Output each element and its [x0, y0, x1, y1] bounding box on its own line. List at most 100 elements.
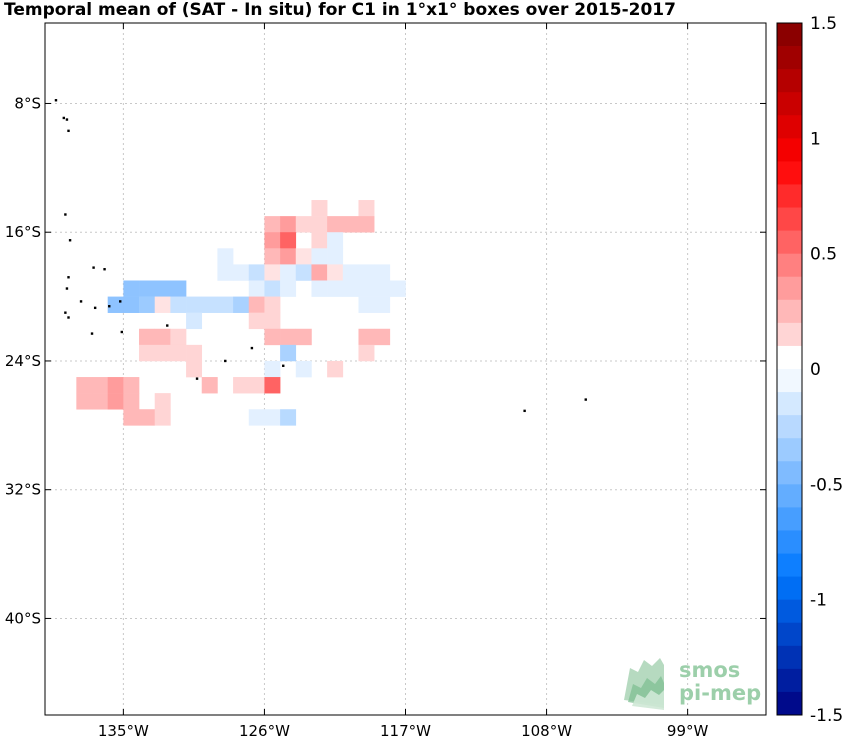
y-tick-label: 8°S — [14, 94, 41, 112]
heatmap-cell — [170, 280, 187, 297]
smos-pi-mep-logo: smos pi-mep — [624, 658, 761, 710]
island-speck — [120, 330, 124, 334]
colorbar-segment — [777, 92, 802, 116]
y-tick-label: 16°S — [5, 223, 41, 241]
island-speck — [195, 377, 199, 380]
island-specks — [54, 99, 587, 413]
logo-line2: pi-mep — [679, 681, 761, 705]
heatmap-cell — [264, 377, 281, 394]
heatmap-cell — [374, 264, 391, 281]
island-speck — [92, 266, 95, 269]
heatmap-cell — [327, 216, 344, 233]
heatmap-cell — [311, 216, 328, 233]
colorbar-segment — [777, 668, 802, 693]
colorbar-segment — [777, 23, 802, 47]
heatmap-cell — [201, 296, 218, 313]
heatmap-cell — [107, 393, 124, 410]
heatmap-cell — [201, 377, 218, 394]
chart-title: Temporal mean of (SAT - In situ) for C1 … — [4, 0, 676, 20]
x-tick-label: 99°W — [667, 722, 709, 740]
colorbar-segment — [777, 530, 802, 554]
island-speck — [90, 332, 94, 335]
heatmap-cell — [233, 377, 250, 394]
heatmap-cell — [280, 328, 297, 346]
colorbar-segment — [777, 461, 802, 485]
heatmap-cell — [374, 296, 391, 313]
heatmap-cell — [123, 409, 140, 426]
heatmap-cell — [295, 216, 312, 233]
colorbar-segment — [777, 207, 802, 231]
heatmap-cell — [170, 344, 187, 362]
colorbar-segment — [777, 115, 802, 139]
heatmap-cell — [280, 232, 297, 249]
colorbar-segment — [777, 507, 802, 531]
island-speck — [282, 364, 285, 367]
logo-graphic-icon — [624, 658, 664, 710]
heatmap-cell — [358, 344, 375, 362]
heatmap-cell — [154, 296, 171, 313]
heatmap-cell — [264, 328, 281, 346]
heatmap-cell — [327, 360, 344, 378]
heatmap-cell — [186, 296, 203, 313]
heatmap-cells — [76, 200, 406, 426]
heatmap-cell — [123, 296, 140, 313]
x-axis-ticks: 135°W 126°W 117°W 108°W 99°W — [98, 23, 709, 740]
island-speck — [67, 316, 70, 319]
colorbar-segment — [777, 69, 802, 93]
heatmap-cell — [107, 377, 124, 394]
island-speck — [54, 99, 58, 102]
x-tick-label: 126°W — [239, 722, 290, 740]
colorbar-segment — [777, 392, 802, 416]
colorbar: 1.5 1 0.5 0 -0.5 -1 -1.5 — [776, 14, 843, 726]
heatmap-cell — [327, 248, 344, 265]
x-tick-label: 108°W — [521, 722, 572, 740]
heatmap-cell — [280, 280, 297, 297]
heatmap-cell — [139, 280, 156, 297]
heatmap-cell — [311, 280, 328, 297]
heatmap-cell — [186, 360, 203, 378]
heatmap-cell — [358, 280, 375, 297]
heatmap-cell — [280, 216, 297, 233]
heatmap-cell — [264, 232, 281, 249]
island-speck — [65, 287, 69, 290]
heatmap-cell — [374, 280, 391, 297]
island-speck — [79, 300, 83, 303]
colorbar-segment — [777, 299, 802, 324]
heatmap-cell — [264, 312, 281, 330]
heatmap-cell — [248, 296, 265, 313]
heatmap-cell — [264, 248, 281, 265]
heatmap-cell — [280, 344, 297, 362]
colorbar-segment — [777, 138, 802, 162]
heatmap-cell — [123, 377, 140, 394]
heatmap-cell — [248, 264, 265, 281]
island-speck — [108, 305, 111, 308]
heatmap-cell — [217, 248, 234, 265]
colorbar-segment — [777, 276, 802, 301]
y-tick-label: 32°S — [5, 481, 41, 499]
island-speck — [250, 346, 254, 350]
heatmap-cell — [264, 296, 281, 313]
heatmap-cell — [342, 216, 359, 233]
island-speck — [62, 116, 66, 120]
heatmap-cell — [139, 328, 156, 346]
y-axis-ticks: 8°S 16°S 24°S 32°S 40°S — [5, 94, 766, 627]
island-speck — [65, 118, 69, 121]
island-speck — [166, 324, 169, 327]
heatmap-cell — [280, 264, 297, 281]
island-speck — [119, 300, 122, 303]
colorbar-tick-label: -0.5 — [810, 475, 843, 495]
x-tick-label: 135°W — [98, 722, 149, 740]
colorbar-segment — [777, 345, 802, 370]
heatmap-cell — [154, 280, 171, 297]
heatmap-cell — [264, 409, 281, 426]
colorbar-segment — [777, 553, 802, 577]
heatmap-cell — [139, 344, 156, 362]
heatmap-cell — [295, 264, 312, 281]
heatmap-cell — [123, 280, 140, 297]
colorbar-tick-label: 1 — [810, 129, 821, 149]
heatmap-cell — [139, 409, 156, 426]
island-speck — [103, 268, 106, 271]
heatmap-cell — [154, 328, 171, 346]
island-speck — [224, 359, 227, 363]
island-speck — [64, 213, 67, 216]
